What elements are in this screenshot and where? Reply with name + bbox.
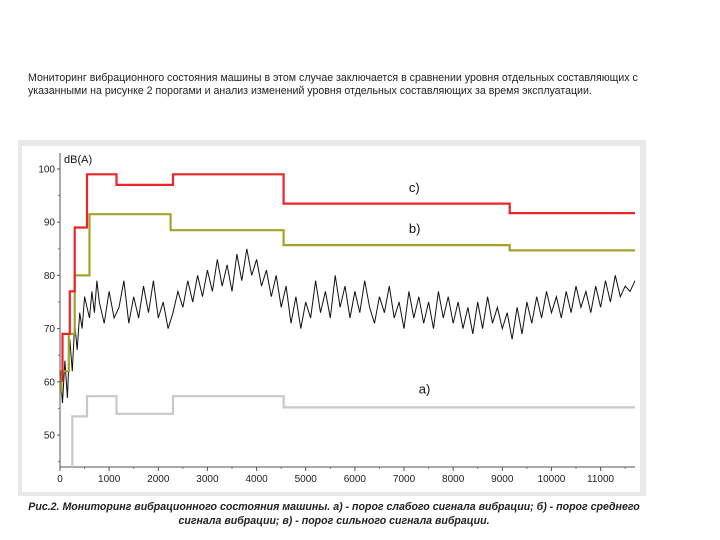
- x-tick-label: 7000: [393, 474, 416, 485]
- threshold-label-c: c): [409, 180, 420, 195]
- y-tick-label: 60: [44, 377, 56, 388]
- x-tick-label: 1000: [98, 474, 121, 485]
- x-tick-label: 11000: [587, 474, 615, 485]
- x-tick-label: 2000: [147, 474, 170, 485]
- y-tick-label: 50: [44, 431, 56, 442]
- x-tick-label: 5000: [295, 474, 318, 485]
- threshold-line-a: [71, 395, 635, 467]
- x-tick-label: 10000: [538, 474, 566, 485]
- x-tick-label: 4000: [245, 474, 268, 485]
- x-tick-label: 8000: [442, 474, 465, 485]
- threshold-line-c: [61, 173, 635, 382]
- x-tick-label: 3000: [196, 474, 219, 485]
- x-tick-label: 0: [57, 474, 63, 485]
- intro-paragraph: Мониторинг вибрационного состояния машин…: [28, 72, 638, 97]
- threshold-label-a: a): [419, 382, 431, 397]
- y-tick-label: 100: [38, 164, 55, 175]
- threshold-label-b: b): [409, 221, 421, 236]
- vibration-signal-line: [59, 248, 636, 404]
- y-axis-label: dB(A): [64, 154, 92, 166]
- y-tick-label: 90: [44, 218, 56, 229]
- figure-caption: Рис.2. Мониторинг вибрационного состояни…: [28, 501, 640, 527]
- y-tick-label: 70: [44, 324, 56, 335]
- y-tick-label: 80: [44, 271, 56, 282]
- x-tick-label: 9000: [491, 474, 514, 485]
- threshold-line-b: [60, 213, 635, 393]
- x-tick-label: 6000: [344, 474, 367, 485]
